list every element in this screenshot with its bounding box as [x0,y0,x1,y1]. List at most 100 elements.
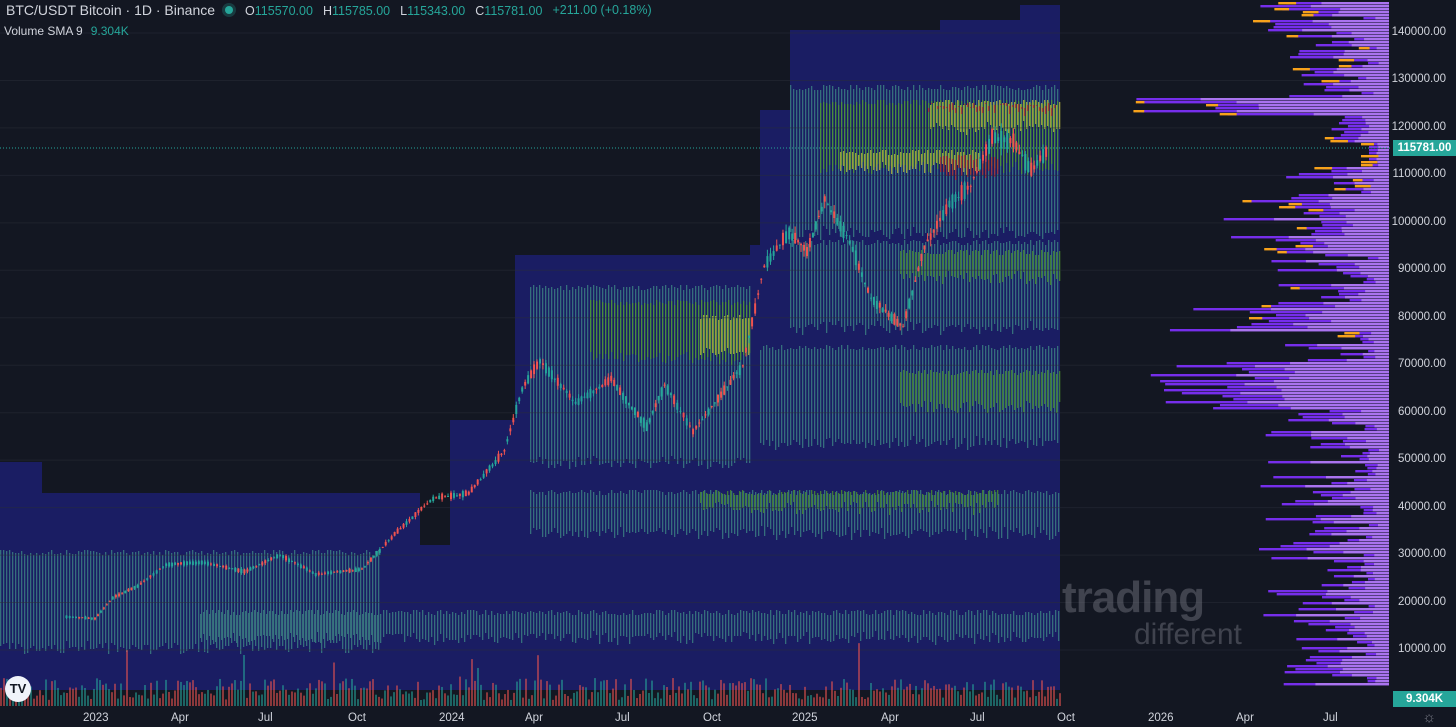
heatmap-cell [970,107,972,108]
symbol-title[interactable]: BTC/USDT Bitcoin · 1D · Binance [6,2,216,18]
heatmap-cell [925,101,927,164]
heatmap-cell [84,550,86,650]
heatmap-cell [701,285,703,465]
heatmap-cell [975,152,977,171]
profile-bar-accent [1308,209,1324,212]
volume-bar [468,687,470,706]
candle-body [791,233,794,241]
heatmap-cell [731,614,733,642]
settings-gear-icon[interactable]: ☼ [1422,709,1436,726]
heatmap-cell [991,348,993,445]
heatmap-cell [916,241,918,324]
heatmap-cell [827,615,829,641]
heatmap-cell [356,612,358,634]
heatmap-cell [1038,255,1040,277]
heatmap-cell [958,101,960,167]
heatmap-cell [566,492,568,534]
heatmap-cell [968,490,970,529]
heatmap-cell [836,491,838,535]
tradingview-logo-icon[interactable]: TV [5,676,31,702]
heatmap-cell [665,615,667,640]
heatmap-cell [1047,370,1049,407]
candle-body [914,280,917,282]
heatmap-cell [467,610,469,635]
profile-bar-light [1346,359,1389,362]
heatmap-cell [907,101,909,170]
volume-bar [603,680,605,706]
volume-bar [267,685,269,706]
heatmap-cell [865,102,867,166]
candle-body [491,464,494,467]
profile-bar [1318,263,1389,266]
heatmap-cell [644,303,646,360]
profile-bar-accent [1330,140,1348,143]
heatmap-cell [820,491,822,511]
profile-bar-light [1347,437,1389,440]
heatmap-cell [796,349,798,442]
heatmap-cell [317,610,319,632]
profile-bar-light [1327,665,1389,668]
volume-bar [171,698,173,706]
candle-body [467,491,470,495]
volume-bar [984,681,986,706]
profile-bar-light [1333,71,1389,74]
candle-body [152,573,155,576]
candle-body [957,197,960,199]
heatmap-cell [704,288,706,460]
heatmap-cell [824,613,826,639]
heatmap-cell [635,615,637,636]
profile-bar-light [1258,107,1389,110]
heatmap-cell [997,105,999,169]
heatmap-cell [790,243,792,328]
profile-bar-light [1332,14,1389,17]
candle-body [769,253,772,262]
heatmap-cell [542,288,544,464]
profile-bar-light [1244,383,1389,386]
heatmap-cell [539,285,541,457]
heatmap-cell [775,350,777,450]
heatmap-cell [1045,349,1047,441]
volume-bar [417,681,419,706]
heatmap-cell [718,491,720,502]
heatmap-cell [727,315,729,348]
heatmap-cell [602,495,604,531]
heatmap-cell [915,151,917,169]
heatmap-cell [1013,490,1015,532]
heatmap-cell [854,611,856,637]
heatmap-cell [686,492,688,535]
candle-body [393,532,396,536]
heatmap-cell [969,102,971,129]
heatmap-cell [99,553,101,644]
heatmap-cell [602,288,604,464]
heatmap-block [750,245,760,690]
volume-bar [339,683,341,706]
heatmap-cell [1034,493,1036,538]
heatmap-cell [815,495,817,537]
volume-badge: 9.304K [1393,691,1456,707]
profile-bar-accent [1274,8,1290,11]
heatmap-cell [1042,108,1044,112]
heatmap-cell [653,490,655,532]
volume-bar [672,678,674,706]
chart-legend[interactable]: BTC/USDT Bitcoin · 1D · Binance O115570.… [6,2,656,18]
profile-bar-light [1359,527,1389,530]
heatmap-cell [734,303,736,361]
heatmap-cell [117,552,119,652]
heatmap-cell [709,318,711,349]
heatmap-cell [808,88,810,230]
heatmap-cell [988,160,990,171]
heatmap-cell [809,490,811,530]
profile-bar-light [1351,674,1389,677]
heatmap-cell [963,105,965,132]
volume-bar [321,681,323,706]
heatmap-cell [910,494,912,508]
volume-bar [1023,691,1025,706]
heatmap-cell [602,302,604,359]
heatmap-cell [784,350,786,443]
volume-indicator-legend[interactable]: Volume SMA 9 9.304K [4,24,129,38]
candle-body [1030,162,1033,176]
volume-bar [366,688,368,706]
candle-body [744,348,747,352]
heatmap-cell [108,555,110,654]
